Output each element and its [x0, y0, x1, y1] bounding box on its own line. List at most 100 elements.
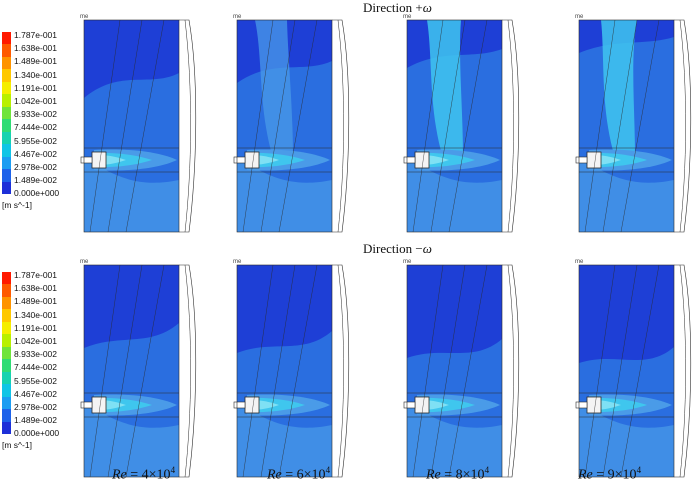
- color-scale-segment: [2, 409, 11, 422]
- re-exponent: 4: [325, 465, 331, 475]
- contour-panel: me: [403, 14, 523, 236]
- color-scale-bar: [2, 32, 11, 195]
- legend-tick-label: 1.638e-001: [14, 283, 58, 294]
- re-label-4: Re = 9×104: [578, 465, 641, 484]
- legend-tick-label: 2.978e-002: [14, 402, 58, 412]
- blade-outline: [620, 19, 660, 233]
- nozzle-body: [414, 396, 430, 414]
- color-scale-segment: [2, 69, 11, 82]
- color-scale-segment: [2, 346, 11, 360]
- color-legend-top: 1.787e-001 1.638e-001 1.489e-001 1.340e-001…: [0, 30, 82, 222]
- blade-outline: [89, 19, 121, 233]
- nozzle-body: [414, 151, 430, 169]
- contour-panel: me: [575, 14, 695, 236]
- domain-outline: [578, 19, 675, 233]
- legend-tick-label: 1.787e-001: [14, 270, 58, 280]
- nozzle-body: [586, 151, 602, 169]
- legend-tick-label: 8.933e-002: [14, 109, 58, 120]
- legend-tick-label: 1.489e-002: [14, 175, 58, 186]
- domain-outline: [406, 19, 503, 233]
- color-scale-bar: [2, 272, 11, 435]
- row-title-negative: Direction −ω: [363, 241, 432, 257]
- blade-outline: [125, 19, 165, 233]
- contour-panel: me: [575, 259, 695, 481]
- re-value: = 9×10: [592, 467, 637, 483]
- blade-outline: [242, 264, 274, 478]
- casing-outline: [332, 264, 350, 478]
- velocity-contour-plot: [80, 19, 197, 233]
- nozzle-pipe: [233, 401, 246, 409]
- nozzle-pipe: [403, 401, 416, 409]
- color-scale-segment: [2, 309, 11, 322]
- legend-tick-label: 1.042e-001: [14, 336, 58, 346]
- wake-region: [579, 405, 674, 477]
- casing-inner-line: [337, 19, 344, 233]
- casing-inner-line: [679, 264, 686, 478]
- blade-outline: [430, 264, 466, 478]
- wake-region: [237, 160, 332, 232]
- re-value: = 6×10: [281, 467, 326, 483]
- color-scale-segment: [2, 144, 11, 157]
- re-value: = 4×10: [126, 467, 171, 483]
- omega-symbol: ω: [422, 241, 432, 256]
- nozzle-pipe: [575, 156, 588, 164]
- casing-inner-line: [337, 264, 344, 478]
- nozzle-pipe: [575, 401, 588, 409]
- legend-tick-label: 1.191e-001: [14, 82, 58, 93]
- row-title-prefix: Direction −: [363, 241, 423, 256]
- flow-domain: [579, 20, 674, 232]
- low-velocity-region: [84, 20, 179, 98]
- color-scale-segment: [2, 56, 11, 70]
- row-title-prefix: Direction +: [363, 0, 423, 15]
- flow-domain: [84, 20, 179, 232]
- blade-outline: [602, 264, 638, 478]
- color-scale-segment: [2, 284, 11, 297]
- legend-tick-label: 1.489e-001: [14, 56, 58, 67]
- casing-inner-line: [679, 19, 686, 233]
- blade-outline: [125, 264, 165, 478]
- low-velocity-region: [407, 265, 502, 358]
- blade-outline: [260, 19, 296, 233]
- panel-tag: me: [233, 259, 242, 265]
- re-label-1: Re = 4×104: [112, 465, 175, 484]
- domain-outline: [236, 264, 333, 478]
- nozzle-pipe: [80, 401, 93, 409]
- legend-unit-label: [m s^-1]: [2, 440, 32, 451]
- domain-outline: [578, 264, 675, 478]
- re-value: = 8×10: [440, 467, 485, 483]
- color-scale-segment: [2, 119, 11, 132]
- color-scale-segment: [2, 81, 11, 95]
- panel-tag: me: [403, 259, 412, 265]
- color-scale-segment: [2, 32, 11, 45]
- flow-domain: [84, 265, 179, 477]
- omega-symbol: ω: [422, 0, 432, 15]
- re-symbol: Re: [578, 467, 593, 483]
- contour-panel: me: [233, 259, 353, 481]
- flow-domain: [237, 265, 332, 477]
- color-scale-segment: [2, 169, 11, 182]
- re-symbol: Re: [112, 467, 127, 483]
- velocity-contour-plot: [233, 264, 350, 478]
- re-exponent: 4: [636, 465, 642, 475]
- legend-tick-label: 1.638e-001: [14, 43, 58, 54]
- nozzle-body: [244, 151, 260, 169]
- blade-outline: [620, 264, 660, 478]
- blade-outline: [89, 264, 121, 478]
- blade-outline: [448, 264, 488, 478]
- nozzle-pipe: [233, 156, 246, 164]
- color-scale-segment: [2, 272, 11, 285]
- velocity-contour-plot: [80, 264, 197, 478]
- color-scale-segment: [2, 359, 11, 372]
- nozzle-pipe: [80, 156, 93, 164]
- velocity-contour-plot: [575, 264, 692, 478]
- color-scale-segment: [2, 396, 11, 410]
- legend-tick-label: 1.042e-001: [14, 96, 58, 106]
- blade-outline: [448, 19, 488, 233]
- blade-outline: [260, 264, 296, 478]
- blade-outline: [107, 19, 143, 233]
- legend-tick-label: 1.340e-001: [14, 309, 58, 320]
- blade-outline: [430, 19, 466, 233]
- legend-tick-label: 5.955e-002: [14, 135, 58, 146]
- panel-tag: me: [403, 14, 412, 20]
- panel-tag: me: [233, 14, 242, 20]
